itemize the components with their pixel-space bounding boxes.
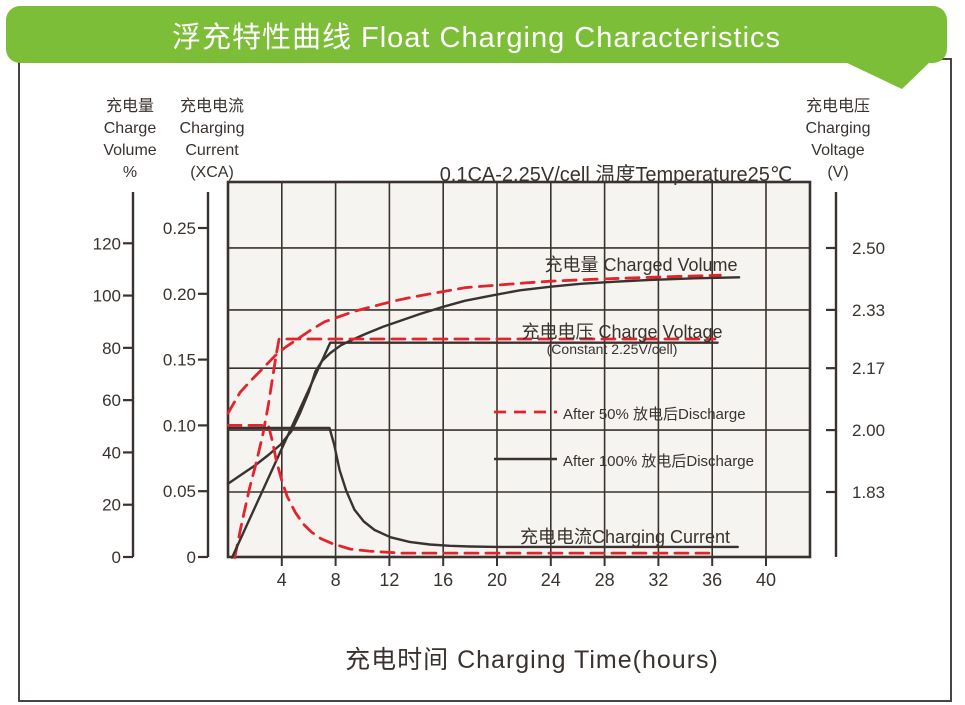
x-axis-tick-label: 28 (595, 570, 615, 590)
current-axis-title-line: (XCA) (190, 164, 234, 181)
volume-axis-title-line: Charge (103, 120, 157, 137)
x-axis-tick-label: 32 (648, 570, 668, 590)
condition-header: 0.1CA-2.25V/cell 温度Temperature25℃ (439, 164, 793, 186)
volume-axis-title-line: Volume (103, 142, 157, 159)
page-title: 浮充特性曲线 Float Charging Characteristics (171, 21, 782, 54)
current-axis-tick-label: 0.10 (163, 416, 196, 435)
voltage-axis-tick-label: 2.50 (852, 239, 885, 258)
annotation-charged-volume: 充电量 Charged Volume (544, 255, 738, 275)
voltage-axis-tick-label: 2.17 (852, 359, 885, 378)
current-axis-tick-label: 0.15 (163, 351, 196, 370)
volume-axis-tick-label: 0 (112, 548, 121, 567)
voltage-axis-tick-label: 2.00 (852, 421, 885, 440)
series-charging-current-after-100 (226, 426, 739, 549)
volume-axis-title-line: 充电量 (105, 98, 154, 115)
current-axis-tick-label: 0.20 (163, 285, 196, 304)
x-axis-tick-label: 8 (331, 570, 341, 590)
current-axis-title: 充电电流 Charging Current (XCA) (180, 96, 245, 184)
x-axis-tick-label: 16 (433, 570, 453, 590)
voltage-axis-tick-label: 2.33 (852, 301, 885, 320)
volume-axis-title-line: % (122, 164, 138, 181)
voltage-axis-tick-label: 1.83 (852, 483, 885, 502)
current-axis-title-line: Charging (179, 120, 245, 137)
volume-axis-tick-label: 40 (102, 443, 121, 462)
voltage-axis-title-line: (V) (827, 164, 849, 181)
series-charged-volume-after-50 (226, 273, 722, 415)
current-axis-title-line: 充电电流 (179, 98, 244, 115)
volume-axis-tick-label: 120 (93, 234, 121, 253)
x-axis-tick-label: 20 (487, 570, 507, 590)
voltage-axis-title-line: Voltage (811, 142, 865, 159)
volume-axis-tick-label: 80 (102, 339, 121, 358)
current-axis-title-line: Current (185, 142, 239, 159)
x-axis-tick-label: 24 (541, 570, 561, 590)
current-axis-tick-label: 0.05 (163, 482, 196, 501)
x-axis-title: 充电时间 Charging Time(hours) (345, 646, 719, 674)
legend-label-after-50: After 50% 放电后Discharge (563, 406, 746, 423)
x-axis-tick-label: 12 (379, 570, 399, 590)
legend-label-after-100: After 100% 放电后Discharge (563, 453, 754, 470)
volume-axis-title: 充电量 Charge Volume % (103, 96, 156, 184)
series-charged-volume-after-100 (226, 276, 741, 485)
current-axis-tick-label: 0 (187, 548, 196, 567)
current-axis-tick-label: 0.25 (163, 219, 196, 238)
volume-axis-tick-label: 60 (102, 391, 121, 410)
annotation-charging-current: 充电电流Charging Current (519, 527, 731, 547)
voltage-axis-title-line: 充电电压 (805, 98, 870, 115)
volume-axis-tick-label: 100 (93, 287, 121, 306)
annotation-charge-voltage: 充电电压 Charge Voltage (521, 322, 723, 342)
plot-border (226, 180, 812, 559)
x-axis-tick-label: 40 (756, 570, 776, 590)
x-axis-tick-label: 36 (702, 570, 722, 590)
series-charge-voltage-after-50 (233, 337, 717, 559)
volume-axis-tick-label: 20 (102, 496, 121, 515)
title-banner: 浮充特性曲线 Float Charging Characteristics (6, 6, 947, 63)
series-charge-voltage-after-100 (230, 341, 719, 559)
voltage-axis-title: 充电电压 Charging Voltage (V) (806, 96, 871, 184)
voltage-axis-title-line: Charging (805, 120, 871, 137)
x-axis-tick-label: 4 (277, 570, 287, 590)
annotation-charge-voltage-constant: (Constant 2.25V/cell) (546, 341, 678, 357)
series-charging-current-after-50 (226, 424, 717, 555)
